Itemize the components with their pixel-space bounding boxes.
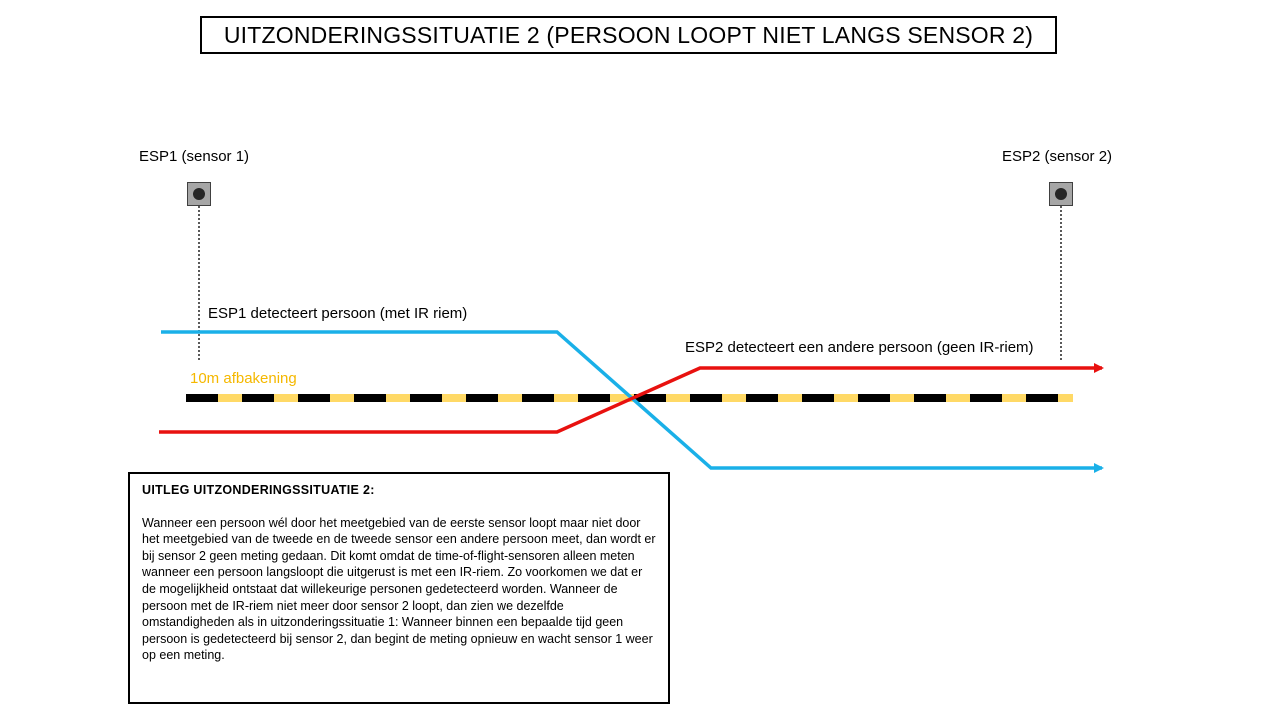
explanation-box: UITLEG UITZONDERINGSSITUATIE 2: Wanneer … <box>128 472 670 704</box>
explanation-heading: UITLEG UITZONDERINGSSITUATIE 2: <box>142 483 375 497</box>
sensor1-label: ESP1 (sensor 1) <box>139 148 250 165</box>
person-with-ir-path <box>161 330 1104 473</box>
sensor2-label: ESP2 (sensor 2) <box>1002 148 1113 165</box>
page-title: UITZONDERINGSSITUATIE 2 (PERSOON LOOPT N… <box>200 16 1057 54</box>
explanation-body: Wanneer een persoon wél door het meetgeb… <box>142 515 656 663</box>
sensor1-icon <box>187 182 211 206</box>
zone-label: 10m afbakening <box>190 370 297 387</box>
other-person-path <box>159 363 1104 434</box>
sensor2-icon <box>1049 182 1073 206</box>
esp2-detect-label: ESP2 detecteert een andere persoon (geen… <box>685 339 1034 356</box>
esp1-detect-label: ESP1 detecteert persoon (met IR riem) <box>208 305 468 322</box>
